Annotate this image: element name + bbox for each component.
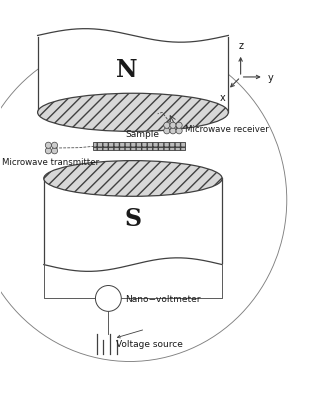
Text: z: z [238, 41, 243, 51]
Text: Microwave receiver: Microwave receiver [185, 124, 269, 133]
Text: Microwave transmitter: Microwave transmitter [2, 158, 99, 167]
Circle shape [52, 143, 57, 149]
Bar [93, 143, 185, 151]
Circle shape [164, 123, 170, 129]
Text: N: N [116, 58, 138, 82]
Circle shape [45, 143, 52, 149]
Text: x: x [219, 93, 225, 103]
Ellipse shape [44, 161, 222, 197]
Text: S: S [125, 207, 142, 231]
Circle shape [170, 123, 176, 129]
Circle shape [45, 148, 52, 154]
Text: Sample: Sample [125, 129, 159, 138]
Circle shape [52, 148, 57, 154]
Circle shape [176, 123, 182, 129]
Text: y: y [267, 73, 273, 83]
Circle shape [95, 286, 121, 312]
Circle shape [176, 128, 182, 134]
Circle shape [170, 128, 176, 134]
Bar [38, 36, 228, 113]
Text: Nano−voltmeter: Nano−voltmeter [125, 294, 201, 303]
Text: Voltage source: Voltage source [116, 339, 183, 348]
Bar [44, 179, 222, 265]
Circle shape [164, 128, 170, 134]
Ellipse shape [38, 94, 228, 132]
